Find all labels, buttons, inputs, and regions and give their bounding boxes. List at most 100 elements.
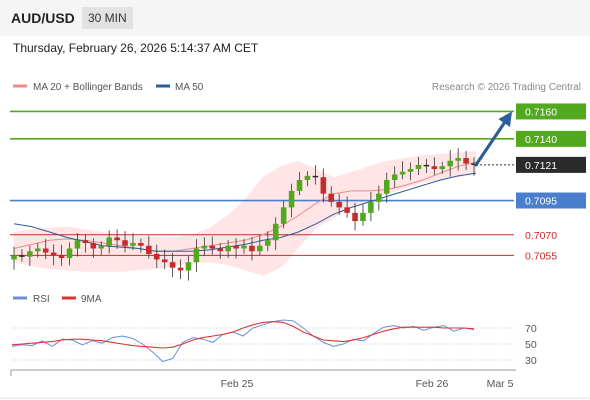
candle-body bbox=[122, 240, 128, 246]
ma20-line bbox=[13, 161, 477, 252]
candles-layer bbox=[11, 148, 477, 281]
bollinger-band-layer bbox=[14, 151, 476, 276]
candle-body bbox=[35, 248, 41, 252]
x-axis: Feb 25 Feb 26 Mar 5 bbox=[0, 369, 590, 399]
resistance-2-label: 0.7160 bbox=[525, 106, 557, 118]
rsi-line bbox=[11, 319, 475, 363]
candle-body bbox=[368, 201, 374, 213]
candle-body bbox=[82, 240, 89, 243]
candle-body bbox=[376, 193, 382, 202]
forecast-arrow-shaft bbox=[474, 118, 509, 167]
x-tick-label: Feb 25 bbox=[221, 378, 254, 390]
candle-body bbox=[463, 158, 469, 164]
candle-body bbox=[391, 174, 398, 180]
x-tick-label: Feb 26 bbox=[416, 378, 449, 390]
resistance-1-label: 0.7140 bbox=[525, 134, 557, 146]
candle-body bbox=[114, 237, 120, 241]
candle-body bbox=[11, 255, 17, 260]
candle-body bbox=[233, 245, 239, 249]
candle-body bbox=[146, 245, 152, 254]
forecast-arrow-head bbox=[498, 111, 512, 127]
rsi-tick-label: 50 bbox=[525, 339, 537, 351]
ma20-legend-label: MA 20 + Bollinger Bands bbox=[33, 82, 143, 93]
candle-body bbox=[27, 251, 33, 257]
ma50-legend-label: MA 50 bbox=[175, 82, 204, 93]
pivot-label: 0.7095 bbox=[525, 196, 557, 208]
candle-body bbox=[296, 179, 303, 191]
candle-body bbox=[439, 166, 446, 169]
ma50-legend-swatch bbox=[156, 84, 170, 88]
instrument-title: AUD/USD bbox=[11, 10, 75, 26]
rsi-ma-line bbox=[11, 321, 475, 349]
candle-body bbox=[304, 175, 311, 180]
copyright-credit: Research © 2026 Trading Central bbox=[432, 82, 581, 93]
candle-body bbox=[241, 245, 247, 249]
candle-body bbox=[106, 237, 112, 246]
candle-body bbox=[161, 259, 168, 263]
candle-body bbox=[249, 245, 255, 252]
candle-body bbox=[130, 243, 136, 246]
candle-body bbox=[288, 190, 295, 208]
candle-body bbox=[138, 243, 144, 246]
candle-body bbox=[225, 245, 231, 252]
candle-body bbox=[217, 248, 223, 252]
candle-body bbox=[58, 255, 65, 259]
rsi-ma-legend-swatch bbox=[62, 296, 76, 300]
candle-body bbox=[415, 164, 422, 169]
candle-body bbox=[344, 207, 350, 213]
candle-body bbox=[177, 267, 184, 271]
price-labels-layer: 0.7160 0.7140 0.7095 0.7070 0.7055 0.7121 bbox=[476, 103, 586, 262]
moving-averages-layer bbox=[13, 161, 477, 252]
candle-body bbox=[19, 255, 25, 257]
candle-body bbox=[383, 179, 390, 194]
candle-body bbox=[185, 262, 192, 271]
candle-body bbox=[153, 253, 160, 260]
pivot-label-box bbox=[516, 192, 586, 209]
rsi-tick-label: 70 bbox=[525, 323, 537, 335]
candle-body bbox=[280, 207, 287, 224]
last-price-label-box bbox=[516, 156, 586, 173]
candle-body bbox=[90, 243, 97, 249]
forecast-layer bbox=[474, 111, 512, 167]
candle-body bbox=[320, 177, 327, 194]
candle-body bbox=[423, 164, 430, 167]
ma50-line bbox=[13, 172, 477, 252]
rsi-ma-legend-label: 9MA bbox=[81, 294, 102, 305]
candle-body bbox=[42, 248, 49, 253]
rsi-panel: 70 50 30 bbox=[11, 319, 537, 367]
candle-body bbox=[407, 169, 414, 172]
candle-body bbox=[272, 223, 279, 241]
candle-body bbox=[265, 240, 271, 246]
candle-body bbox=[312, 175, 319, 178]
last-price-label: 0.7121 bbox=[525, 160, 557, 172]
candle-body bbox=[50, 252, 57, 256]
resistance-2-label-box bbox=[516, 103, 586, 120]
resistance-1-label-box bbox=[516, 130, 586, 147]
rsi-tick-label: 30 bbox=[525, 355, 537, 367]
timestamp: Thursday, February 26, 2026 5:14:37 AM C… bbox=[13, 41, 259, 55]
candle-body bbox=[399, 171, 406, 175]
candle-body bbox=[66, 248, 73, 259]
candle-body bbox=[431, 166, 438, 169]
timeframe-badge[interactable]: 30 MIN bbox=[82, 7, 133, 29]
candle-body bbox=[169, 262, 176, 268]
candle-body bbox=[209, 245, 216, 249]
candle-body bbox=[257, 245, 263, 252]
bollinger-band-fill bbox=[14, 151, 476, 276]
candle-body bbox=[447, 160, 453, 167]
support-2-label: 0.7055 bbox=[525, 250, 557, 262]
candle-body bbox=[193, 248, 200, 263]
rsi-legend-swatch bbox=[13, 296, 27, 300]
candle-body bbox=[336, 201, 342, 208]
candle-body bbox=[455, 158, 461, 161]
header-bar: AUD/USD 30 MIN bbox=[0, 0, 590, 36]
candle-body bbox=[74, 240, 81, 249]
candle-body bbox=[98, 245, 105, 249]
candle-body bbox=[201, 245, 208, 249]
candle-body bbox=[352, 212, 358, 222]
rsi-legend-label: RSI bbox=[33, 294, 50, 305]
ma20-legend-swatch bbox=[13, 84, 27, 88]
support-1-label: 0.7070 bbox=[525, 230, 557, 242]
x-tick-label: Mar 5 bbox=[487, 378, 514, 390]
